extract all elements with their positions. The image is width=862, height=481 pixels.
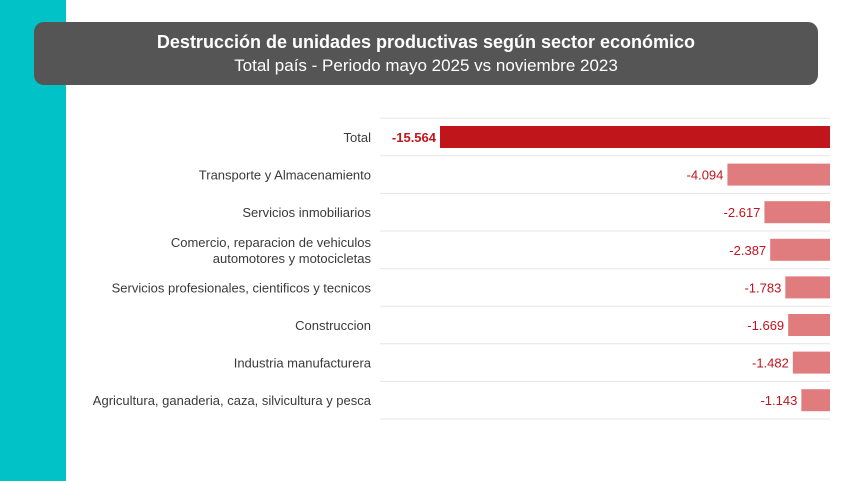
chart-title: Destrucción de unidades productivas segú… bbox=[156, 32, 696, 52]
bar-sector bbox=[792, 351, 830, 374]
chart-subtitle: Total país - Periodo mayo 2025 vs noviem… bbox=[234, 56, 618, 75]
category-label: Servicios inmobiliarios bbox=[242, 205, 371, 220]
value-label: -2.387 bbox=[729, 243, 766, 258]
bar-sector bbox=[788, 314, 830, 336]
value-label: -1.482 bbox=[752, 356, 789, 371]
bar-sector bbox=[785, 276, 830, 299]
bar-sector bbox=[727, 163, 830, 186]
chart-header: Destrucción de unidades productivas segú… bbox=[34, 22, 818, 85]
bar-sector bbox=[801, 389, 830, 412]
category-label: Servicios profesionales, cientificos y t… bbox=[112, 280, 372, 295]
category-label: Total bbox=[344, 130, 372, 145]
category-label: Construccion bbox=[295, 318, 371, 333]
value-label: -1.783 bbox=[744, 280, 781, 295]
category-label: Comercio, reparacion de vehiculos bbox=[171, 235, 372, 250]
category-label: Industria manufacturera bbox=[234, 356, 372, 371]
bar-sector bbox=[770, 238, 830, 261]
category-label: automotores y motocicletas bbox=[213, 251, 372, 266]
bar-sector bbox=[764, 201, 830, 224]
bar-total bbox=[440, 126, 830, 148]
value-label: -15.564 bbox=[392, 130, 437, 145]
value-label: -4.094 bbox=[687, 168, 724, 183]
value-label: -1.143 bbox=[760, 393, 797, 408]
value-label: -1.669 bbox=[747, 318, 784, 333]
value-label: -2.617 bbox=[724, 205, 761, 220]
category-label: Agricultura, ganaderia, caza, silvicultu… bbox=[93, 393, 372, 408]
category-label: Transporte y Almacenamiento bbox=[199, 168, 371, 183]
